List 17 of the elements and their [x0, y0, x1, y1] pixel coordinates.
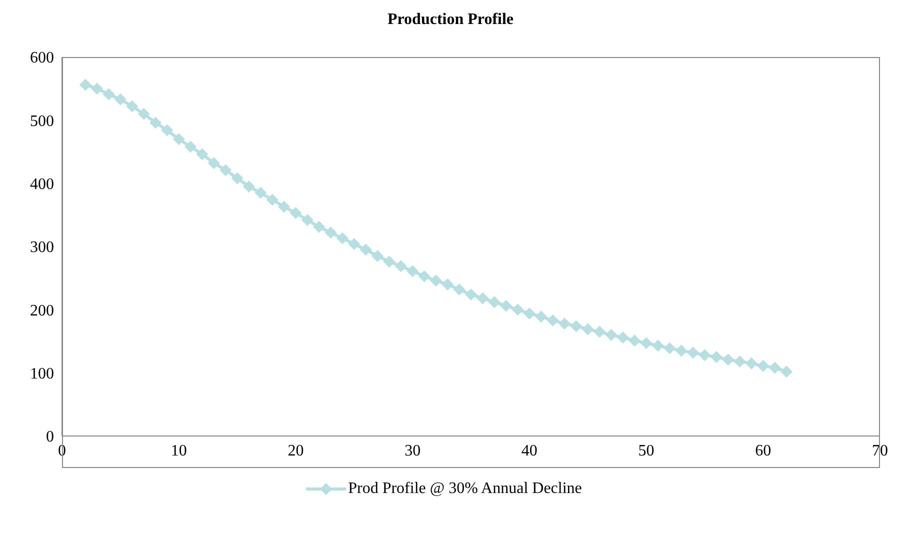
chart-title: Production Profile: [386, 10, 515, 30]
x-tick-label: 20: [288, 442, 304, 460]
x-tick-label: 50: [638, 442, 654, 460]
y-tick-label: 200: [30, 302, 54, 320]
y-tick-label: 500: [30, 112, 54, 130]
x-tick-label: 10: [170, 442, 187, 460]
y-tick-label: 100: [30, 366, 54, 383]
x-tick-label: 30: [404, 442, 421, 460]
x-tick-label: 40: [521, 442, 538, 460]
y-tick-label: 0: [46, 428, 54, 446]
x-tick-label: 0: [58, 442, 66, 460]
x-tick-label: 60: [755, 442, 772, 460]
y-tick-label: 300: [30, 239, 54, 256]
legend-label: Prod Profile @ 30% Annual Decline: [348, 480, 582, 498]
x-tick-label: 70: [872, 442, 888, 460]
y-tick-label: 600: [30, 50, 54, 67]
y-tick-label: 400: [30, 176, 54, 194]
